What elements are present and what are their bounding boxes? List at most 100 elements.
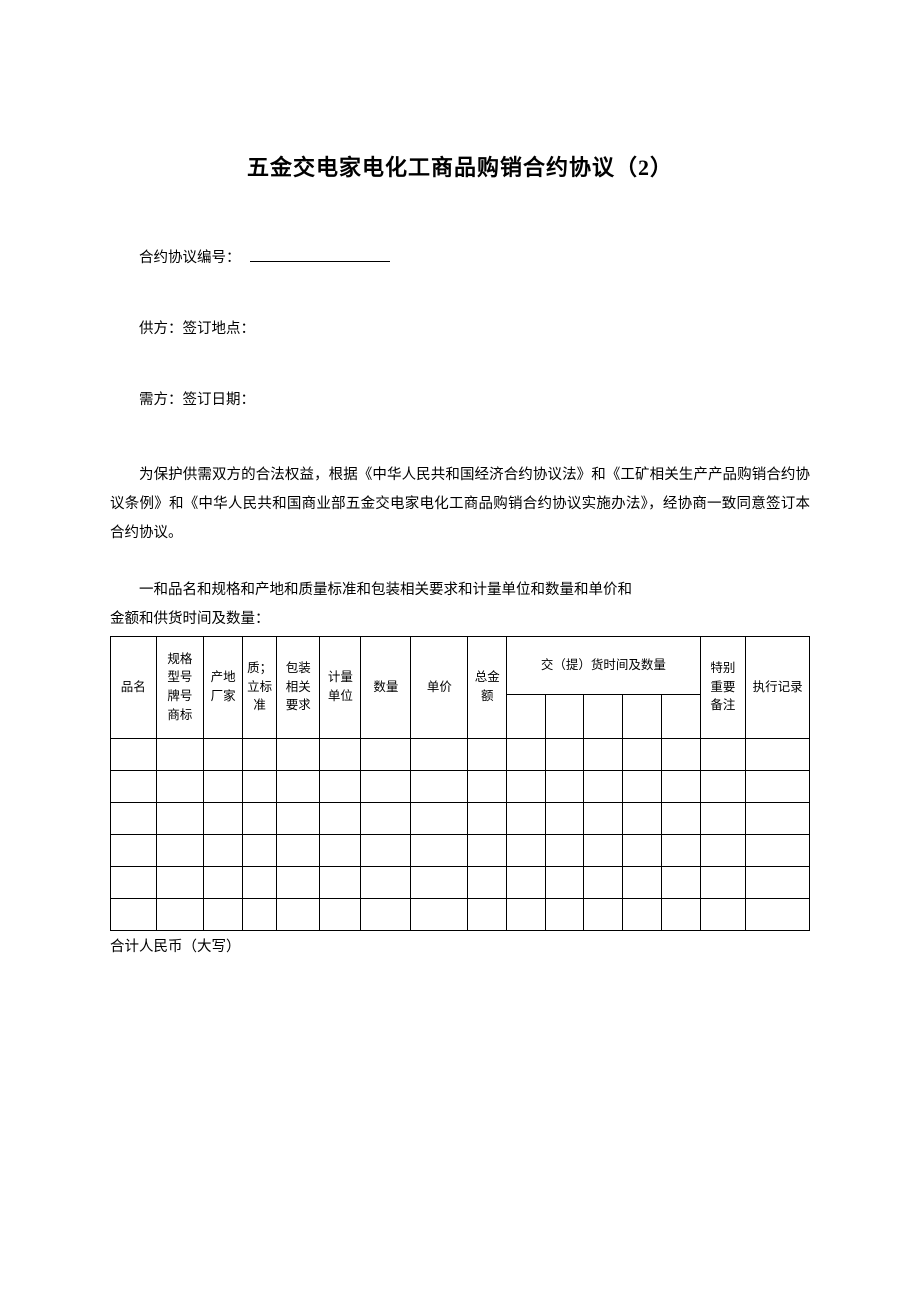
table-cell	[204, 834, 243, 866]
table-cell	[623, 738, 662, 770]
col-header-c10-sub-0	[507, 694, 546, 738]
table-cell	[411, 834, 468, 866]
table-cell	[277, 802, 320, 834]
table-row	[111, 738, 810, 770]
table-cell	[584, 802, 623, 834]
table-cell	[545, 770, 584, 802]
col-header-c1: 品名	[111, 636, 157, 738]
table-cell	[277, 770, 320, 802]
table-cell	[507, 834, 546, 866]
table-cell	[204, 802, 243, 834]
table-cell	[468, 898, 507, 930]
table-cell	[320, 738, 361, 770]
table-cell	[320, 866, 361, 898]
table-cell	[700, 802, 746, 834]
table-cell	[661, 898, 700, 930]
col-header-c10-sub-4	[661, 694, 700, 738]
table-cell	[584, 866, 623, 898]
table-cell	[700, 866, 746, 898]
table-cell	[623, 866, 662, 898]
col-header-c12: 执行记录	[746, 636, 810, 738]
table-cell	[320, 770, 361, 802]
table-cell	[156, 866, 204, 898]
table-cell	[204, 898, 243, 930]
col-header-c4: 质；立标准	[243, 636, 277, 738]
table-cell	[545, 802, 584, 834]
table-cell	[111, 738, 157, 770]
table-cell	[156, 898, 204, 930]
col-header-c10: 交（提）货时间及数量	[507, 636, 701, 694]
table-cell	[584, 738, 623, 770]
table-row	[111, 898, 810, 930]
table-cell	[320, 898, 361, 930]
table-cell	[746, 866, 810, 898]
preamble-paragraph: 为保护供需双方的合法权益，根据《中华人民共和国经济合约协议法》和《工矿相关生产产…	[110, 461, 810, 548]
col-header-c10-sub-1	[545, 694, 584, 738]
table-cell	[507, 770, 546, 802]
table-cell	[623, 802, 662, 834]
table-cell	[746, 802, 810, 834]
col-header-c6: 计量单位	[320, 636, 361, 738]
table-cell	[361, 866, 411, 898]
table-cell	[700, 738, 746, 770]
table-cell	[111, 834, 157, 866]
table-cell	[111, 802, 157, 834]
table-cell	[661, 770, 700, 802]
table-cell	[411, 802, 468, 834]
table-cell	[746, 738, 810, 770]
table-cell	[746, 898, 810, 930]
contract-number-label: 合约协议编号：	[139, 250, 241, 266]
document-page: 五金交电家电化工商品购销合约协议（2） 合约协议编号： 供方：签订地点： 需方：…	[0, 0, 920, 956]
table-cell	[700, 834, 746, 866]
col-header-c8: 单价	[411, 636, 468, 738]
table-cell	[204, 738, 243, 770]
buyer-line: 需方：签订日期：	[110, 389, 810, 412]
table-cell	[111, 898, 157, 930]
table-cell	[661, 834, 700, 866]
table-cell	[320, 834, 361, 866]
table-cell	[156, 738, 204, 770]
contract-number-blank	[250, 248, 390, 262]
table-cell	[623, 770, 662, 802]
table-cell	[277, 866, 320, 898]
table-row	[111, 834, 810, 866]
table-cell	[507, 738, 546, 770]
table-cell	[623, 834, 662, 866]
table-cell	[507, 866, 546, 898]
table-cell	[468, 866, 507, 898]
table-cell	[746, 834, 810, 866]
table-cell	[661, 802, 700, 834]
document-title: 五金交电家电化工商品购销合约协议（2）	[110, 150, 810, 182]
table-cell	[361, 770, 411, 802]
table-row	[111, 770, 810, 802]
col-header-c2: 规格型号牌号商标	[156, 636, 204, 738]
goods-table: 品名规格型号牌号商标产地厂家质；立标准包装相关要求计量单位数量单价总金额交（提）…	[110, 636, 810, 931]
total-rmb-line: 合计人民币（大写）	[110, 935, 810, 956]
table-cell	[277, 898, 320, 930]
col-header-c10-sub-3	[623, 694, 662, 738]
table-row	[111, 802, 810, 834]
table-cell	[584, 898, 623, 930]
table-cell	[411, 770, 468, 802]
table-cell	[411, 898, 468, 930]
table-row	[111, 866, 810, 898]
table-cell	[468, 802, 507, 834]
table-cell	[468, 738, 507, 770]
table-cell	[277, 738, 320, 770]
col-header-c5: 包装相关要求	[277, 636, 320, 738]
table-cell	[545, 738, 584, 770]
table-cell	[156, 770, 204, 802]
table-cell	[545, 834, 584, 866]
table-cell	[361, 738, 411, 770]
table-cell	[507, 802, 546, 834]
table-cell	[277, 834, 320, 866]
table-cell	[411, 738, 468, 770]
table-cell	[545, 866, 584, 898]
section-one-sub: 金额和供货时间及数量：	[110, 605, 810, 634]
table-cell	[746, 770, 810, 802]
table-cell	[243, 770, 277, 802]
table-cell	[361, 834, 411, 866]
table-cell	[623, 898, 662, 930]
table-cell	[243, 866, 277, 898]
table-cell	[661, 738, 700, 770]
